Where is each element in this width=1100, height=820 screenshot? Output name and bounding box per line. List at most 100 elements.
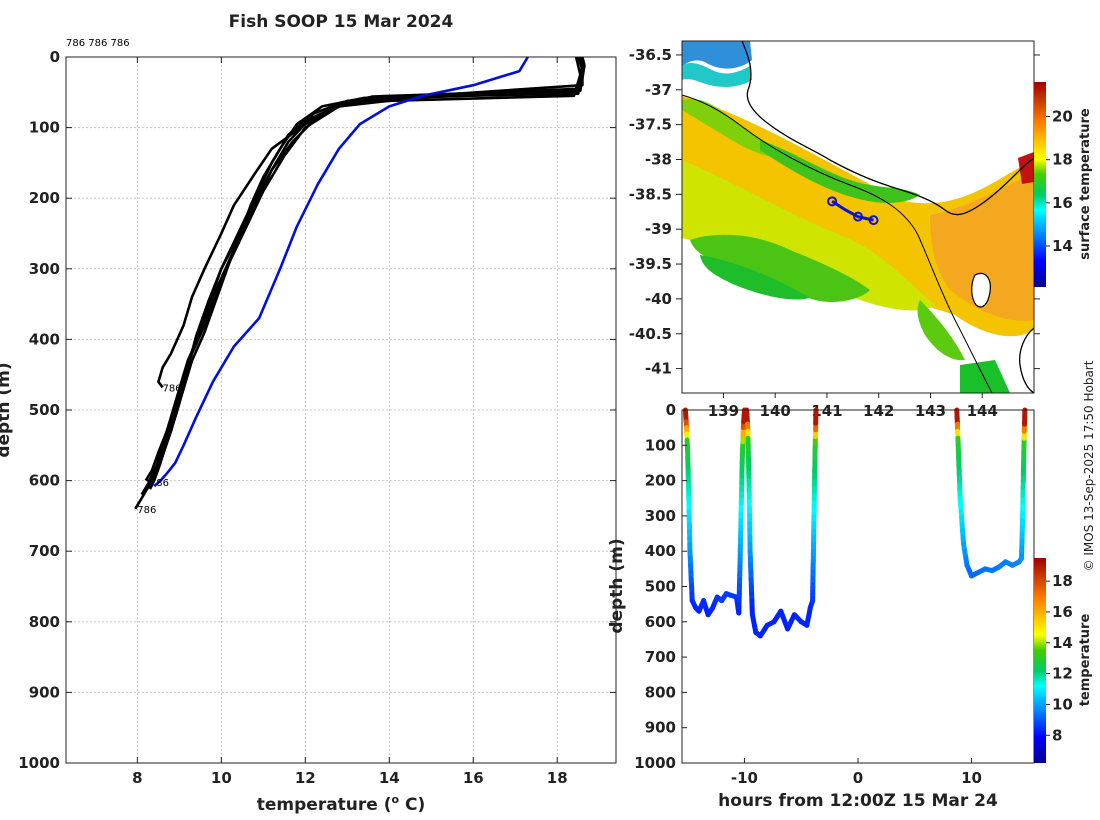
ship-track-line: [831, 200, 874, 222]
depth-time-y-ticks: 0 100 200 300 400 500 600 700 800 900 1000: [634, 401, 687, 772]
map-lat-tick-label: -38.5: [629, 185, 672, 203]
depth-time-y-tick-label: 0: [666, 401, 676, 419]
ship-track-point: [868, 215, 879, 226]
temperature-colorbar-tick-label: 16: [1052, 603, 1073, 621]
profile-end-labels: 786 786 786: [137, 383, 181, 515]
profile-top-labels: 786 786 786: [66, 38, 130, 49]
map-lon-tick-label: 140: [760, 402, 791, 420]
profile-y-tick-label: 100: [29, 119, 60, 137]
depth-time-x-ticks: -10 0 10: [731, 758, 982, 787]
profile-x-tick-label: 12: [295, 769, 316, 787]
profile-x-tick-label: 10: [211, 769, 232, 787]
profile-ylabel: depth (m): [0, 362, 14, 457]
sst-map-lon-ticks: 139 140 141 142 143 144: [708, 393, 998, 420]
sst-cyan-north: [682, 63, 752, 87]
sst-green-patch-1: [690, 234, 870, 302]
king-island: [971, 272, 991, 308]
profile-y-tick-label: 500: [29, 401, 60, 419]
sst-map-lat-ticks: -36.5 -37 -37.5 -38 -38.5 -39 -39.5 -40 -40.5 -41: [629, 46, 1040, 378]
sst-green-patch-3: [682, 99, 800, 160]
profile-x-tick-label: 8: [132, 769, 142, 787]
profile-y-tick-label: 600: [29, 472, 60, 490]
profile-y-tick-label: 1000: [18, 754, 60, 772]
sst-colorbar-tick-label: 14: [1052, 237, 1073, 255]
depth-time-y-tick-label: 800: [645, 683, 676, 701]
profile-end-label: 786: [137, 505, 156, 516]
profile-line-786-1: [157, 56, 584, 389]
depth-time-y-tick-label: 1000: [634, 754, 676, 772]
temperature-colorbar-tick-label: 18: [1052, 572, 1073, 590]
depth-time-ylabel: depth (m): [607, 538, 627, 633]
map-lon-tick-label: 141: [811, 402, 842, 420]
depth-time-y-tick-label: 600: [645, 613, 676, 631]
map-lon-tick-label: 144: [967, 402, 998, 420]
depth-time-y-tick-label: 500: [645, 578, 676, 596]
depth-time-x-tick-label: 0: [853, 769, 863, 787]
map-lat-tick-label: -38: [645, 150, 672, 168]
depth-time-x-tick-label: -10: [731, 769, 758, 787]
profile-series: [134, 56, 586, 510]
map-lat-tick-label: -37.5: [629, 116, 672, 134]
sst-green-patch-2: [700, 255, 810, 300]
profile-x-ticks: 8 10 12 14 16 18: [132, 57, 568, 787]
temperature-colorbar-label: temperature: [1078, 614, 1093, 707]
depth-time-xlabel: hours from 12:00Z 15 Mar 24: [718, 791, 998, 811]
temperature-colorbar-tick-label: 10: [1052, 695, 1073, 713]
profile-end-label: 786: [162, 383, 181, 394]
sst-red-patch: [1018, 152, 1034, 184]
depth-time-tracks: [682, 407, 1028, 639]
map-lon-tick-label: 139: [708, 402, 739, 420]
map-lat-tick-label: -39.5: [629, 255, 672, 273]
ship-track: [827, 196, 879, 226]
profile-x-tick-label: 14: [379, 769, 400, 787]
temperature-colorbar-ticks: 8 10 12 14 16 18: [1046, 572, 1073, 744]
sst-colorbar-ticks: 14 16 18 20: [1046, 108, 1073, 255]
depth-time-frame: [681, 409, 1035, 764]
depth-time-y-tick-label: 200: [645, 472, 676, 490]
profile-line-blue: [153, 56, 529, 488]
profile-y-tick-label: 900: [29, 683, 60, 701]
temperature-colorbar-tick-label: 14: [1052, 634, 1073, 652]
depth-time-y-tick-label: 900: [645, 719, 676, 737]
temperature-colorbar: [1034, 558, 1046, 763]
sst-colorbar-label: surface temperature: [1078, 108, 1093, 260]
map-lon-tick-label: 142: [863, 402, 894, 420]
profile-line-786-6: [144, 56, 584, 482]
depth-time-y-tick-label: 400: [645, 542, 676, 560]
sst-hot-region: [930, 175, 1034, 321]
profile-y-tick-label: 700: [29, 542, 60, 560]
sst-east-green: [917, 300, 965, 361]
map-lat-tick-label: -39: [645, 220, 672, 238]
profile-xlabel: temperature (o C): [257, 793, 426, 815]
sst-coast-green: [760, 140, 920, 203]
coastline: [741, 41, 1034, 216]
map-lat-tick-label: -40.5: [629, 325, 672, 343]
profile-x-tick-label: 16: [463, 769, 484, 787]
profile-x-tick-label: 18: [547, 769, 568, 787]
map-lat-tick-label: -37: [645, 81, 672, 99]
ship-track-point: [827, 196, 838, 207]
sst-cold-north: [682, 41, 752, 69]
ship-track-point: [853, 211, 863, 222]
sst-colorbar-tick-label: 16: [1052, 194, 1073, 212]
sst-colorbar: [1034, 82, 1046, 287]
depth-time-x-tick-label: 10: [961, 769, 982, 787]
map-lat-tick-label: -41: [645, 360, 672, 378]
map-lat-tick-label: -40: [645, 290, 672, 308]
map-lat-tick-label: -36.5: [629, 46, 672, 64]
temperature-colorbar-tick-label: 12: [1052, 665, 1073, 683]
sst-map: [682, 41, 1034, 393]
profile-y-tick-label: 200: [29, 189, 60, 207]
depth-time-y-tick-label: 700: [645, 648, 676, 666]
isobath: [682, 94, 993, 393]
sst-colorbar-tick-label: 20: [1052, 108, 1073, 126]
profile-axes-frame: [65, 56, 617, 764]
profile-y-tick-label: 400: [29, 330, 60, 348]
sst-colorbar-tick-label: 18: [1052, 151, 1073, 169]
profile-y-ticks: 0 100 200 300 400 500 600 700 800 900 1000: [18, 48, 616, 772]
profile-end-label: 786: [150, 478, 169, 489]
sst-cool-band: [682, 160, 935, 311]
map-lon-tick-label: 143: [915, 402, 946, 420]
temperature-colorbar-tick-label: 8: [1052, 726, 1062, 744]
